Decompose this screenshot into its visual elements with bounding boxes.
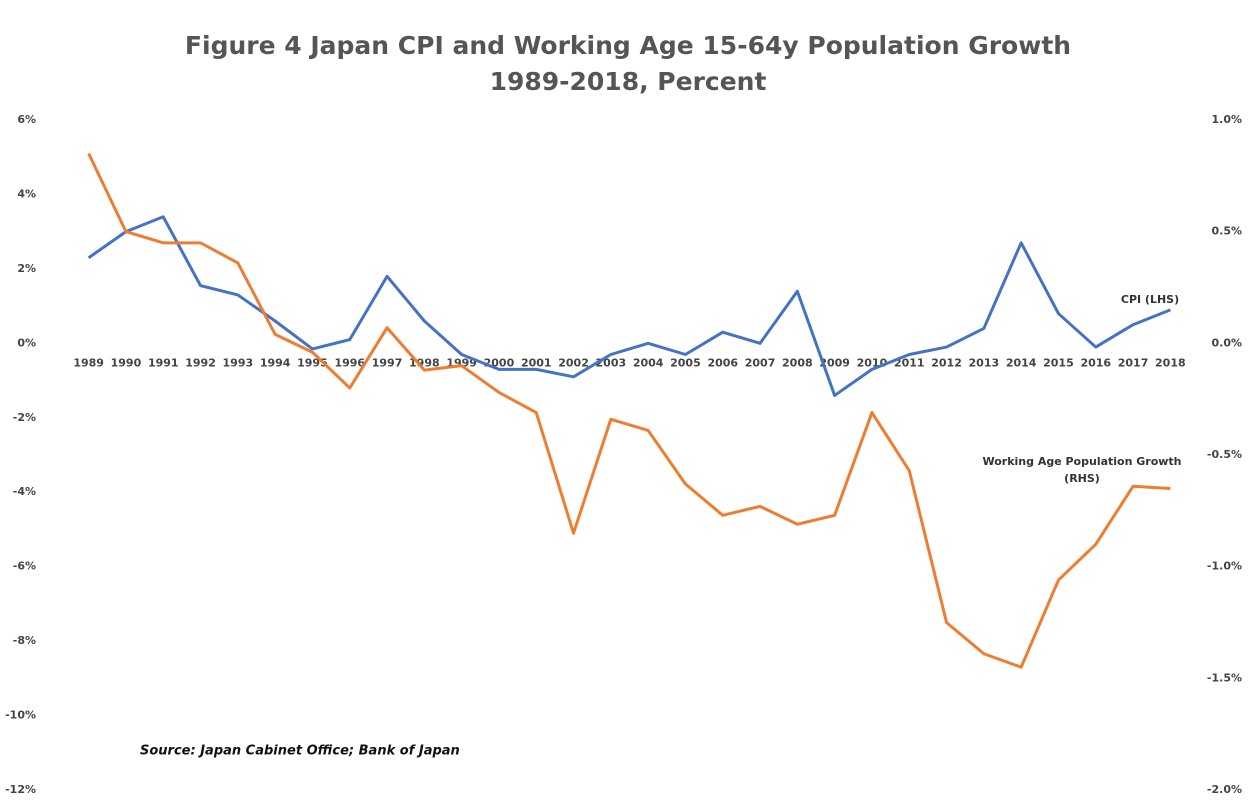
x-tick-label: 2001: [521, 356, 552, 369]
y-tick-label: 4%: [17, 187, 36, 200]
x-tick-label: 2009: [819, 356, 850, 369]
x-tick-label: 2012: [931, 356, 962, 369]
y-tick-label: -6%: [13, 560, 36, 573]
x-tick-label: 2010: [857, 356, 888, 369]
x-tick-label: 2017: [1118, 356, 1149, 369]
x-tick-label: 2003: [596, 356, 627, 369]
y-tick-label: 2%: [17, 262, 36, 275]
x-tick-label: 1997: [372, 356, 403, 369]
series-label: CPI (LHS): [1121, 293, 1179, 306]
y-tick-label: -8%: [13, 634, 36, 647]
y2-tick-label: 0.0%: [1211, 336, 1242, 349]
x-tick-label: 2005: [670, 356, 701, 369]
y2-tick-label: -1.0%: [1207, 560, 1242, 573]
x-tick-label: 1989: [73, 356, 104, 369]
chart-title: Figure 4 Japan CPI and Working Age 15-64…: [185, 31, 1071, 60]
x-tick-label: 1993: [223, 356, 254, 369]
x-tick-label: 2007: [745, 356, 776, 369]
x-tick-label: 2000: [484, 356, 515, 369]
x-tick-label: 1991: [148, 356, 179, 369]
x-tick-label: 1992: [185, 356, 216, 369]
y-tick-label: -10%: [5, 709, 36, 722]
x-tick-label: 2015: [1043, 356, 1074, 369]
y-tick-label: -12%: [5, 783, 36, 796]
y-tick-label: -2%: [13, 411, 36, 424]
x-tick-label: 2006: [707, 356, 738, 369]
series-note: (RHS): [1064, 472, 1100, 485]
y-tick-label: 6%: [17, 113, 36, 126]
line: [87, 152, 1171, 669]
y2-tick-label: -1.5%: [1207, 671, 1242, 684]
y-tick-label: 0%: [17, 336, 36, 349]
series-label: Working Age Population Growth: [982, 455, 1181, 468]
x-tick-label: 1990: [111, 356, 142, 369]
x-tick-label: 2002: [558, 356, 589, 369]
x-tick-label: 2004: [633, 356, 664, 369]
y-tick-label: -4%: [13, 485, 36, 498]
chart-subtitle: 1989-2018, Percent: [490, 67, 767, 96]
x-tick-label: 1994: [260, 356, 291, 369]
x-tick-label: 2016: [1080, 356, 1111, 369]
x-tick-label: 2013: [969, 356, 1000, 369]
y2-tick-label: 0.5%: [1211, 225, 1242, 238]
x-tick-label: 1996: [334, 356, 365, 369]
line: [87, 215, 1171, 397]
x-tick-label: 2018: [1155, 356, 1186, 369]
x-tick-label: 2008: [782, 356, 813, 369]
y2-tick-label: -2.0%: [1207, 783, 1242, 796]
source: Source: Japan Cabinet Office; Bank of Ja…: [140, 744, 460, 759]
x-tick-label: 2014: [1006, 356, 1037, 369]
y2-tick-label: 1.0%: [1211, 113, 1242, 126]
y2-tick-label: -0.5%: [1207, 448, 1242, 461]
x-tick-label: 2011: [894, 356, 925, 369]
